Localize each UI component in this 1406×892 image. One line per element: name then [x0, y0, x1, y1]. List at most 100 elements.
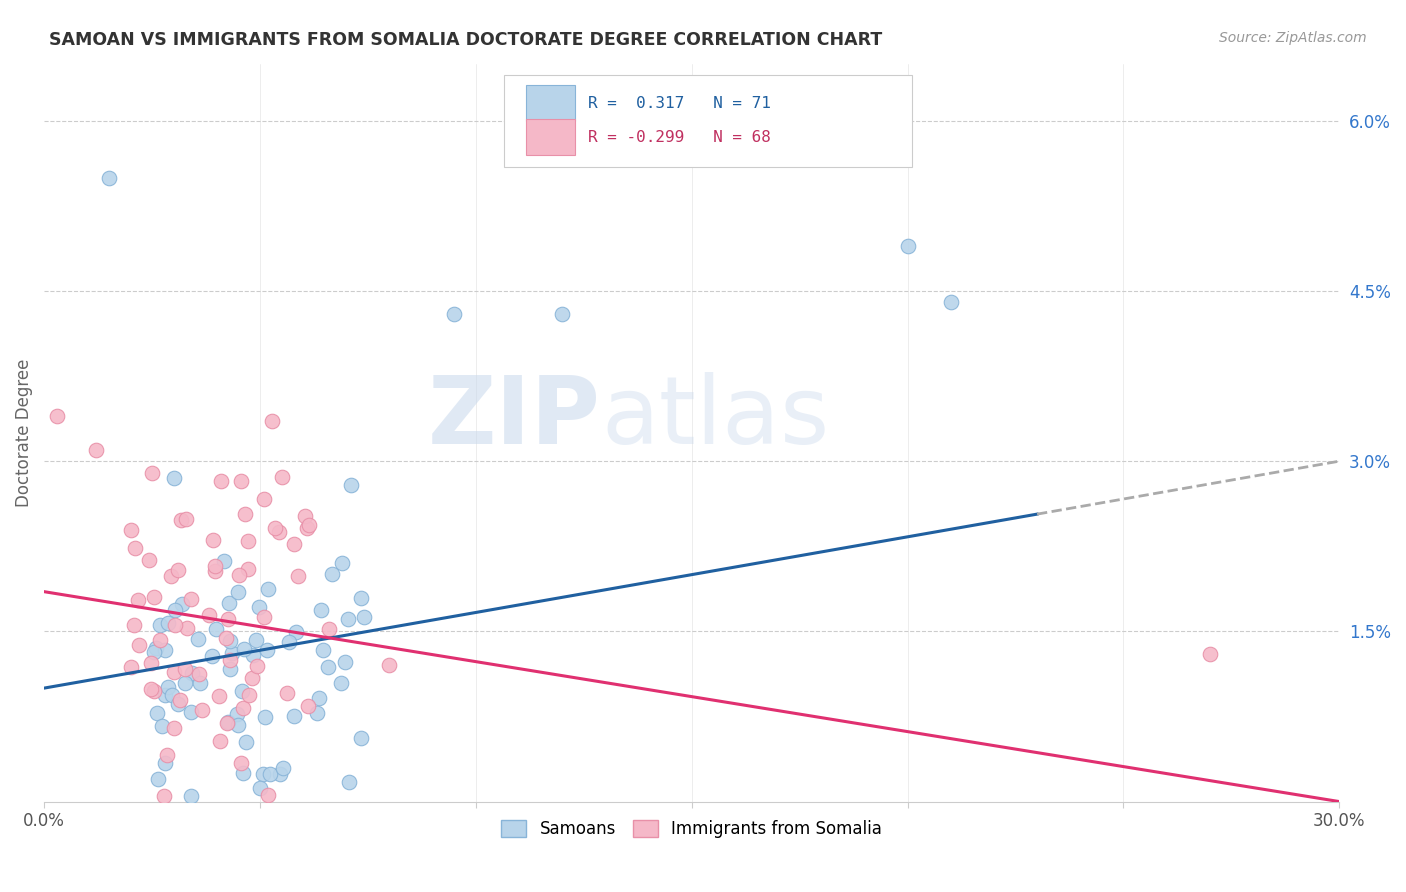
Point — [231, 683, 253, 698]
Point — [278, 635, 301, 649]
Point — [321, 567, 343, 582]
Point — [252, 766, 274, 780]
Point — [318, 622, 340, 636]
Point — [231, 756, 253, 771]
Point — [209, 475, 232, 489]
Point — [153, 642, 176, 657]
Point — [191, 703, 214, 717]
Point — [249, 780, 271, 795]
Point — [297, 699, 319, 714]
Point — [235, 735, 257, 749]
Point — [156, 615, 179, 630]
Point — [226, 718, 249, 732]
Point — [225, 706, 247, 721]
Text: R = -0.299   N = 68: R = -0.299 N = 68 — [588, 129, 770, 145]
Point — [174, 662, 197, 676]
Point — [160, 689, 183, 703]
Point — [273, 761, 295, 775]
Point — [263, 521, 285, 535]
Point — [97, 170, 120, 185]
Point — [138, 553, 160, 567]
Point — [188, 667, 211, 681]
Point — [165, 603, 187, 617]
Point — [269, 767, 291, 781]
Point — [204, 565, 226, 579]
Point — [276, 686, 298, 700]
Point — [240, 671, 263, 685]
Point — [260, 414, 283, 428]
Point — [231, 701, 253, 715]
Point — [238, 689, 260, 703]
Point — [46, 409, 69, 423]
Point — [378, 658, 401, 673]
Point — [219, 662, 242, 676]
Point — [1198, 647, 1220, 661]
Point — [142, 591, 165, 605]
Point — [228, 584, 250, 599]
Point — [309, 603, 332, 617]
Text: Source: ZipAtlas.com: Source: ZipAtlas.com — [1219, 31, 1367, 45]
Point — [285, 625, 308, 640]
Point — [267, 524, 290, 539]
Point — [146, 772, 169, 786]
Point — [166, 563, 188, 577]
Point — [259, 766, 281, 780]
Point — [221, 646, 243, 660]
Point — [120, 660, 142, 674]
Point — [150, 719, 173, 733]
Point — [169, 693, 191, 707]
Point — [153, 789, 176, 803]
Point — [312, 643, 335, 657]
Point — [208, 690, 231, 704]
Point — [245, 632, 267, 647]
Point — [294, 508, 316, 523]
Point — [350, 591, 373, 605]
Point — [287, 569, 309, 583]
Point — [204, 559, 226, 574]
Point — [233, 641, 256, 656]
Point — [162, 721, 184, 735]
Text: atlas: atlas — [600, 372, 830, 464]
Point — [174, 512, 197, 526]
Point — [141, 466, 163, 480]
Y-axis label: Doctorate Degree: Doctorate Degree — [15, 359, 32, 507]
Point — [219, 633, 242, 648]
Point — [252, 610, 274, 624]
Point — [156, 747, 179, 762]
Point — [201, 533, 224, 548]
Point — [297, 520, 319, 534]
Point — [256, 643, 278, 657]
Point — [283, 537, 305, 551]
Point — [209, 734, 232, 748]
Point — [153, 688, 176, 702]
Point — [353, 610, 375, 624]
Point — [128, 638, 150, 652]
Point — [127, 593, 149, 607]
Point — [939, 295, 962, 310]
Point — [443, 307, 465, 321]
Point — [141, 657, 163, 671]
Point — [120, 523, 142, 537]
Point — [551, 307, 574, 321]
Point — [187, 632, 209, 647]
Point — [298, 518, 321, 533]
Point — [169, 513, 191, 527]
Point — [247, 600, 270, 615]
Point — [316, 660, 339, 674]
Point — [350, 731, 373, 746]
Point — [180, 789, 202, 803]
Point — [145, 641, 167, 656]
Point — [238, 562, 260, 576]
Point — [173, 675, 195, 690]
Point — [218, 653, 240, 667]
Point — [170, 597, 193, 611]
Text: R =  0.317   N = 71: R = 0.317 N = 71 — [588, 95, 770, 111]
Point — [270, 470, 292, 484]
Point — [124, 541, 146, 556]
Point — [145, 706, 167, 720]
Point — [330, 556, 353, 570]
Point — [122, 617, 145, 632]
Point — [339, 775, 361, 789]
Point — [217, 714, 239, 729]
Bar — [526, 120, 575, 155]
